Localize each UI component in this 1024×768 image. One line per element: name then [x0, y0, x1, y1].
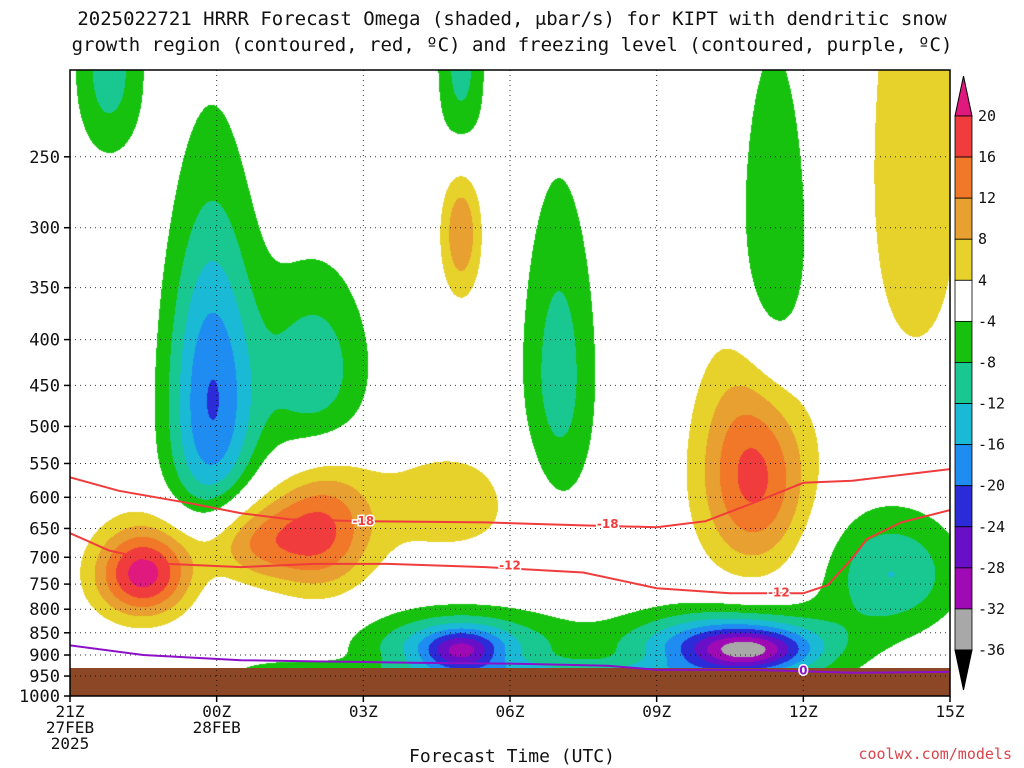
- contour-label: -18: [597, 517, 619, 531]
- y-tick-label: 400: [29, 331, 60, 351]
- terrain-ground: [70, 668, 950, 696]
- y-tick-label: 750: [29, 575, 60, 595]
- x-tick-label: 00Z: [202, 702, 231, 721]
- y-tick-label: 250: [29, 148, 60, 168]
- colorbar-segment: [954, 444, 973, 487]
- contour-line--12: [70, 509, 950, 595]
- colorbar-label: -36: [978, 641, 1005, 659]
- colorbar-segment: [954, 362, 973, 404]
- colorbar-segment: [954, 156, 973, 199]
- x-tick-label: 27FEB: [46, 718, 94, 737]
- colorbar-segment: [954, 197, 973, 240]
- colorbar-label: -28: [978, 559, 1005, 577]
- y-tick-label: 500: [29, 417, 60, 437]
- colorbar-label: -12: [978, 395, 1005, 413]
- y-tick-label: 550: [29, 454, 60, 474]
- colorbar-label: 12: [978, 189, 996, 207]
- contour-line--18: [70, 468, 950, 529]
- colorbar-label: -24: [978, 518, 1005, 536]
- y-tick-label: 450: [29, 376, 60, 396]
- x-tick-label: 09Z: [642, 702, 671, 721]
- y-tick-label: 350: [29, 279, 60, 299]
- colorbar-label: 4: [978, 271, 987, 289]
- colorbar-label: -32: [978, 600, 1005, 618]
- x-tick-label: 06Z: [496, 702, 525, 721]
- y-tick-label: 900: [29, 646, 60, 666]
- omega-heatmap: [70, 70, 950, 696]
- colorbar-segment: [954, 608, 973, 651]
- colorbar-label: 20: [978, 107, 996, 125]
- colorbar-segment: [954, 115, 973, 158]
- x-tick-label: 15Z: [936, 702, 965, 721]
- colorbar-label: 16: [978, 148, 996, 166]
- y-tick-label: 950: [29, 667, 60, 687]
- colorbar-label: -8: [978, 353, 996, 371]
- contour-label: 0: [799, 663, 807, 677]
- x-tick-label: 03Z: [349, 702, 378, 721]
- y-tick-label: 850: [29, 624, 60, 644]
- y-tick-label: 700: [29, 548, 60, 568]
- colorbar-segment: [954, 320, 973, 363]
- y-tick-label: 300: [29, 219, 60, 239]
- x-tick-label: 21Z: [56, 702, 85, 721]
- x-axis-label: Forecast Time (UTC): [409, 746, 615, 767]
- colorbar-bottom-arrow: [954, 649, 973, 691]
- y-tick-label: 600: [29, 488, 60, 508]
- colorbar-label: -20: [978, 477, 1005, 495]
- chart-title-line1: 2025022721 HRRR Forecast Omega (shaded, …: [77, 8, 947, 30]
- colorbar-segment: [954, 567, 973, 610]
- contour-line-0: [70, 644, 950, 674]
- contour-label: -12: [768, 585, 790, 599]
- x-tick-label: 2025: [51, 734, 90, 753]
- y-tick-label: 1000: [19, 687, 60, 707]
- colorbar-label: -4: [978, 312, 996, 330]
- contour-label: -18: [352, 514, 374, 528]
- colorbar-label: 8: [978, 230, 987, 248]
- x-tick-label: 28FEB: [193, 718, 241, 737]
- credit-text: coolwx.com/models: [858, 745, 1012, 763]
- colorbar-segment: [954, 485, 973, 528]
- colorbar-top-arrow: [954, 75, 973, 117]
- colorbar-segment: [954, 526, 973, 569]
- colorbar-segment: [954, 279, 973, 322]
- contour-label: -12: [499, 559, 521, 573]
- colorbar-segment: [954, 238, 973, 281]
- chart-title-line2: growth region (contoured, red, ºC) and f…: [71, 34, 953, 56]
- colorbar-label: -16: [978, 436, 1005, 454]
- x-tick-label: 12Z: [789, 702, 818, 721]
- y-tick-label: 800: [29, 600, 60, 620]
- colorbar-segment: [954, 403, 973, 446]
- y-tick-label: 650: [29, 519, 60, 539]
